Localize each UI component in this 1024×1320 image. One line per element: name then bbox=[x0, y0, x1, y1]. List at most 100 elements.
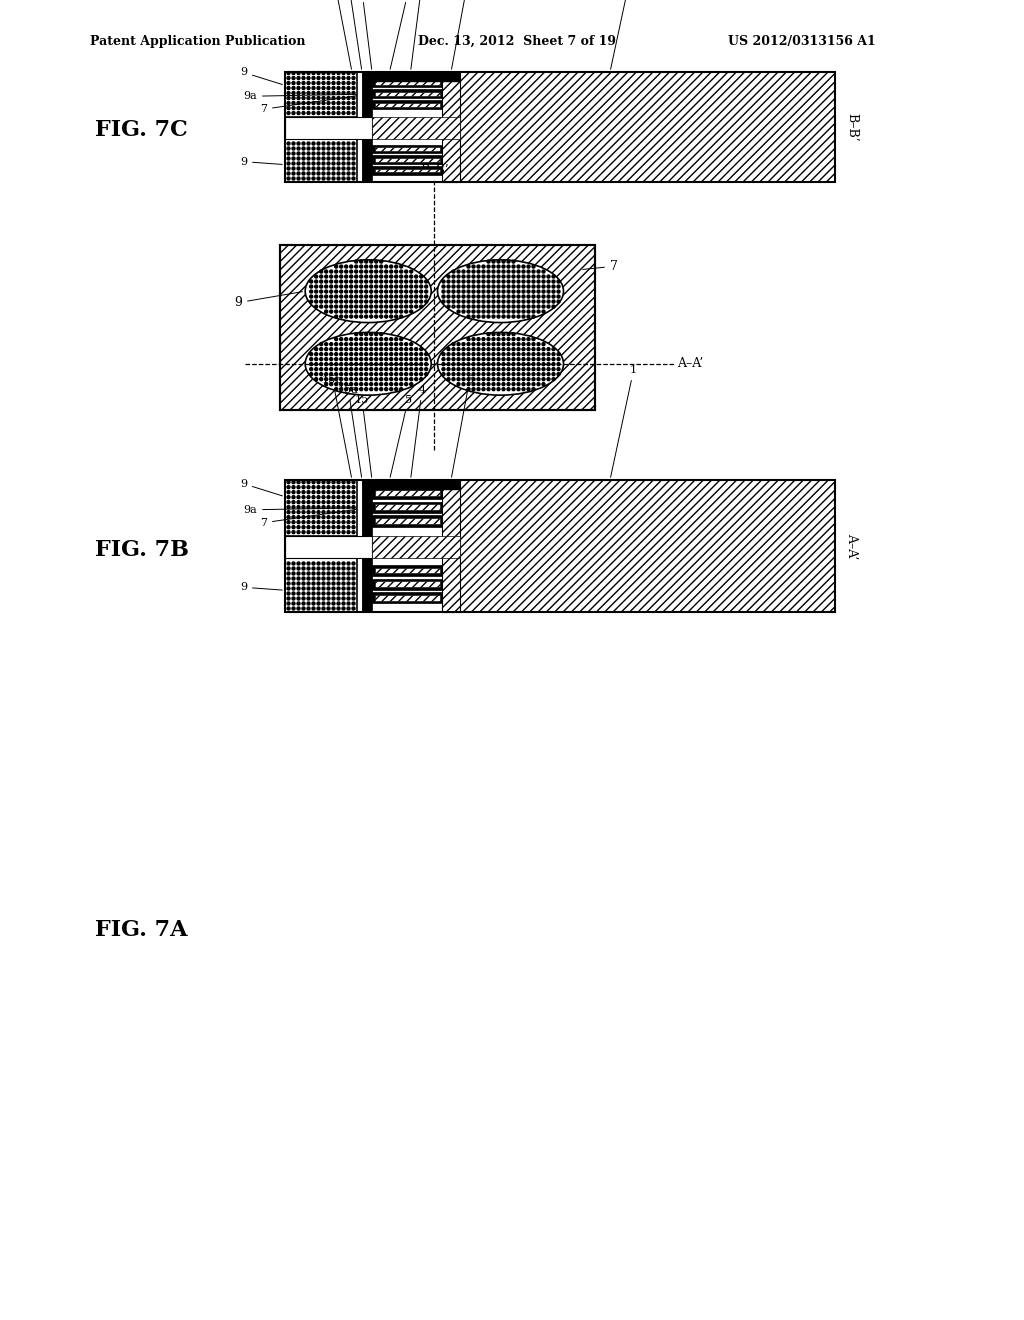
Circle shape bbox=[297, 531, 300, 533]
Circle shape bbox=[365, 383, 368, 385]
Bar bbox=[372, 565, 442, 576]
Circle shape bbox=[327, 77, 330, 79]
Bar bbox=[375, 490, 439, 496]
Circle shape bbox=[522, 300, 525, 304]
Circle shape bbox=[347, 582, 350, 585]
Circle shape bbox=[317, 516, 319, 519]
Circle shape bbox=[512, 271, 515, 273]
Circle shape bbox=[337, 591, 340, 595]
Circle shape bbox=[359, 315, 362, 318]
Circle shape bbox=[477, 338, 480, 341]
Circle shape bbox=[512, 275, 515, 279]
Circle shape bbox=[327, 597, 330, 601]
Circle shape bbox=[312, 582, 315, 585]
Circle shape bbox=[457, 310, 460, 313]
Circle shape bbox=[552, 275, 555, 279]
Circle shape bbox=[307, 71, 310, 74]
Circle shape bbox=[404, 290, 408, 293]
Circle shape bbox=[302, 168, 305, 170]
Circle shape bbox=[325, 363, 328, 366]
Circle shape bbox=[415, 347, 418, 351]
Circle shape bbox=[385, 275, 388, 279]
Circle shape bbox=[312, 506, 315, 508]
Circle shape bbox=[492, 358, 495, 360]
Circle shape bbox=[302, 577, 305, 579]
Circle shape bbox=[352, 597, 355, 601]
Circle shape bbox=[370, 338, 373, 341]
Circle shape bbox=[359, 305, 362, 308]
Circle shape bbox=[359, 300, 362, 304]
Circle shape bbox=[312, 172, 315, 176]
Circle shape bbox=[482, 372, 485, 376]
Circle shape bbox=[352, 102, 355, 104]
Circle shape bbox=[347, 82, 350, 84]
Circle shape bbox=[467, 265, 470, 268]
Circle shape bbox=[425, 280, 428, 282]
Text: 15a: 15a bbox=[338, 0, 361, 69]
Circle shape bbox=[462, 305, 465, 308]
Circle shape bbox=[467, 372, 470, 376]
Circle shape bbox=[502, 305, 505, 308]
Circle shape bbox=[327, 96, 330, 99]
Circle shape bbox=[342, 162, 345, 165]
Circle shape bbox=[365, 271, 368, 273]
Circle shape bbox=[380, 310, 383, 313]
Circle shape bbox=[325, 271, 328, 273]
Circle shape bbox=[512, 383, 515, 385]
Circle shape bbox=[404, 343, 408, 346]
Circle shape bbox=[447, 300, 450, 304]
Circle shape bbox=[512, 333, 515, 335]
Circle shape bbox=[497, 333, 500, 335]
Circle shape bbox=[399, 290, 402, 293]
Circle shape bbox=[335, 285, 338, 288]
Circle shape bbox=[340, 271, 343, 273]
Circle shape bbox=[399, 285, 402, 288]
Circle shape bbox=[340, 290, 343, 293]
Circle shape bbox=[472, 363, 475, 366]
Circle shape bbox=[345, 290, 348, 293]
Circle shape bbox=[527, 296, 530, 298]
Circle shape bbox=[497, 378, 500, 380]
Circle shape bbox=[287, 568, 290, 570]
Circle shape bbox=[352, 568, 355, 570]
Circle shape bbox=[420, 358, 423, 360]
Bar bbox=[460, 73, 835, 182]
Circle shape bbox=[332, 591, 335, 595]
Circle shape bbox=[292, 107, 295, 110]
Circle shape bbox=[312, 500, 315, 504]
Circle shape bbox=[399, 358, 402, 360]
Circle shape bbox=[337, 582, 340, 585]
Circle shape bbox=[287, 531, 290, 533]
Circle shape bbox=[394, 305, 397, 308]
Circle shape bbox=[314, 296, 317, 298]
Circle shape bbox=[502, 347, 505, 351]
Circle shape bbox=[297, 480, 300, 483]
Circle shape bbox=[287, 96, 290, 99]
Circle shape bbox=[302, 602, 305, 605]
Circle shape bbox=[307, 147, 310, 150]
Circle shape bbox=[497, 305, 500, 308]
Circle shape bbox=[472, 383, 475, 385]
Circle shape bbox=[297, 525, 300, 528]
Circle shape bbox=[345, 363, 348, 366]
Circle shape bbox=[317, 486, 319, 488]
Circle shape bbox=[477, 310, 480, 313]
Circle shape bbox=[354, 315, 357, 318]
Circle shape bbox=[507, 383, 510, 385]
Circle shape bbox=[352, 591, 355, 595]
Circle shape bbox=[482, 358, 485, 360]
Circle shape bbox=[487, 388, 490, 391]
Circle shape bbox=[522, 378, 525, 380]
Circle shape bbox=[309, 352, 312, 355]
Circle shape bbox=[365, 388, 368, 391]
Circle shape bbox=[380, 315, 383, 318]
Circle shape bbox=[287, 511, 290, 513]
Circle shape bbox=[380, 260, 383, 263]
Circle shape bbox=[452, 280, 455, 282]
Circle shape bbox=[312, 107, 315, 110]
Circle shape bbox=[462, 290, 465, 293]
Circle shape bbox=[337, 495, 340, 499]
Circle shape bbox=[447, 296, 450, 298]
Circle shape bbox=[447, 352, 450, 355]
Circle shape bbox=[457, 372, 460, 376]
